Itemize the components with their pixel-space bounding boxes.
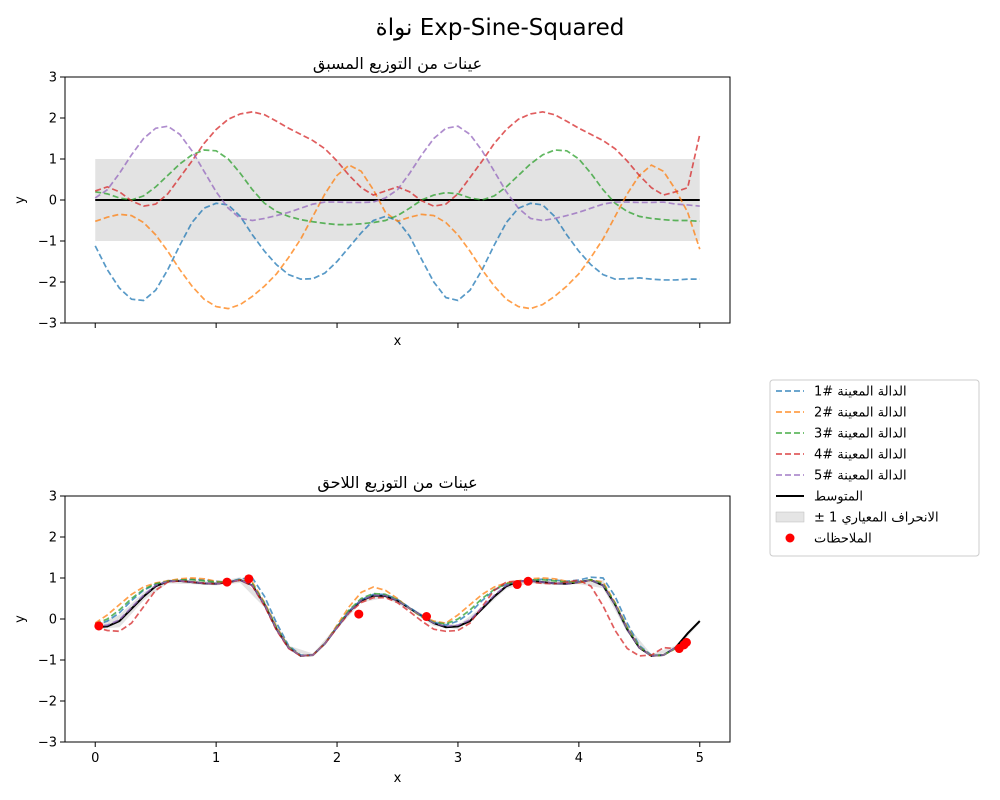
posterior-y-tick-label: 0 bbox=[49, 613, 57, 628]
posterior-y-tick-label: −2 bbox=[38, 695, 57, 710]
legend-label: الدالة المعينة #2 bbox=[814, 406, 907, 421]
legend-frame bbox=[769, 379, 980, 557]
posterior-x-tick-label: 3 bbox=[454, 751, 462, 766]
prior-y-tick-label: 0 bbox=[49, 194, 57, 209]
prior-sample-2-line bbox=[94, 164, 701, 310]
legend-label: المتوسط bbox=[814, 490, 863, 505]
prior-y-tick-label: −1 bbox=[38, 235, 57, 250]
prior-sample-3-line bbox=[95, 149, 700, 226]
posterior-observation-point bbox=[244, 574, 254, 584]
posterior-x-tick-label: 4 bbox=[575, 751, 583, 766]
prior-plot-area bbox=[94, 110, 701, 310]
legend-label: الدالة المعينة #1 bbox=[814, 385, 907, 400]
posterior-observation-point bbox=[681, 637, 691, 647]
posterior-x-tick-label: 1 bbox=[212, 751, 220, 766]
prior-y-tick-label: −3 bbox=[38, 317, 57, 332]
posterior-x-tick-label: 2 bbox=[333, 751, 341, 766]
posterior-x-tick-label: 0 bbox=[91, 751, 99, 766]
posterior-observation-point bbox=[94, 621, 104, 631]
posterior-sample-1-line bbox=[94, 576, 689, 656]
posterior-y-tick-label: −1 bbox=[38, 654, 57, 669]
posterior-y-tick-label: 1 bbox=[49, 572, 57, 587]
legend: الدالة المعينة #1 الدالة المعينة #2 الدالة… bbox=[769, 379, 980, 557]
legend-label: الملاحظات bbox=[814, 532, 872, 547]
posterior-y-axis-label: y bbox=[13, 615, 28, 623]
posterior-axes-frame: 0 1 2 3 4 5 −3 −2 −1 0 1 2 3 bbox=[38, 490, 731, 766]
legend-label: ± 1 الانحراف المعياري bbox=[814, 511, 939, 526]
figure-suptitle: نواة Exp-Sine-Squared bbox=[376, 15, 625, 41]
prior-subplot: عينات من التوزيع المسبق −3 −2 −1 0 1 2 3 x y bbox=[13, 54, 731, 349]
posterior-x-tick-label: 5 bbox=[696, 751, 704, 766]
prior-sample-5-line bbox=[94, 125, 700, 222]
prior-y-axis-label: y bbox=[13, 196, 28, 204]
legend-label: الدالة المعينة #4 bbox=[814, 448, 907, 463]
posterior-subplot-title: عينات من التوزيع اللاحق bbox=[317, 473, 477, 493]
legend-swatch-band bbox=[775, 511, 805, 523]
posterior-observation-point bbox=[523, 576, 533, 586]
posterior-x-axis-label: x bbox=[394, 771, 402, 786]
posterior-plot-area bbox=[94, 574, 701, 657]
prior-y-tick-label: 3 bbox=[49, 71, 57, 86]
prior-x-axis-label: x bbox=[394, 334, 402, 349]
posterior-observation-point bbox=[512, 580, 522, 590]
prior-y-tick-label: 2 bbox=[49, 112, 57, 127]
legend-label: الدالة المعينة #5 bbox=[814, 469, 907, 484]
posterior-sample-5-line bbox=[95, 579, 689, 657]
posterior-clipped-content bbox=[94, 574, 701, 657]
prior-y-tick-label: −2 bbox=[38, 276, 57, 291]
prior-sample-4-line bbox=[94, 110, 701, 208]
posterior-sample-2-line bbox=[94, 577, 689, 657]
posterior-observation-point bbox=[354, 609, 364, 619]
posterior-observation-point bbox=[222, 577, 232, 587]
prior-axes-frame: −3 −2 −1 0 1 2 3 bbox=[38, 71, 731, 332]
posterior-y-tick-label: 2 bbox=[49, 531, 57, 546]
posterior-subplot: عينات من التوزيع اللاحق 0 1 2 3 4 5 −3 −2 −1 0 1 2 3… bbox=[13, 473, 731, 786]
posterior-axes-border bbox=[64, 495, 731, 743]
posterior-sample-3-line bbox=[94, 578, 689, 657]
prior-subplot-title: عينات من التوزيع المسبق bbox=[313, 54, 482, 74]
prior-y-tick-label: 1 bbox=[49, 153, 57, 168]
posterior-sample-4-line bbox=[95, 579, 689, 657]
legend-label: الدالة المعينة #3 bbox=[814, 427, 907, 442]
posterior-observation-point bbox=[422, 612, 432, 622]
prior-clipped-content bbox=[94, 110, 701, 310]
posterior-y-tick-label: −3 bbox=[38, 736, 57, 751]
legend-swatch-marker bbox=[785, 533, 795, 543]
posterior-y-tick-label: 3 bbox=[49, 490, 57, 505]
